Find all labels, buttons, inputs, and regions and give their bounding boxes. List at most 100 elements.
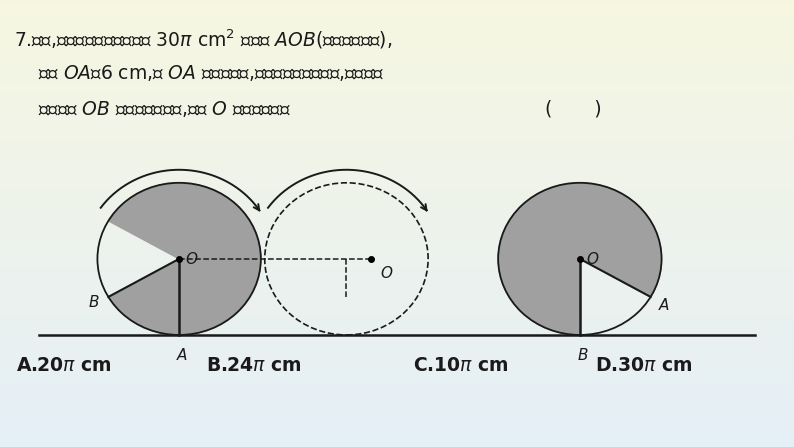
Bar — [0, 156, 794, 159]
Text: (       ): ( ) — [545, 100, 602, 118]
Bar — [0, 279, 794, 282]
Bar — [0, 107, 794, 110]
Bar — [0, 208, 794, 210]
Bar — [0, 335, 794, 337]
Bar — [0, 375, 794, 378]
Text: $O$: $O$ — [380, 265, 394, 281]
Bar — [0, 29, 794, 31]
Bar — [0, 230, 794, 232]
Bar — [0, 65, 794, 67]
Bar — [0, 206, 794, 208]
Bar — [0, 398, 794, 400]
Bar — [0, 168, 794, 170]
Bar — [0, 42, 794, 45]
Bar — [0, 9, 794, 11]
Bar — [0, 282, 794, 284]
Bar — [0, 210, 794, 212]
Text: 7.如图,水平地面上有一面积为 $30\pi$ cm$^2$ 的扇形 $AOB$(图中阴影部分),: 7.如图,水平地面上有一面积为 $30\pi$ cm$^2$ 的扇形 $AOB$… — [14, 27, 392, 51]
Bar — [0, 36, 794, 38]
Bar — [0, 416, 794, 418]
Bar — [0, 112, 794, 114]
Bar — [0, 246, 794, 248]
Bar — [0, 420, 794, 422]
Bar — [0, 266, 794, 268]
Bar — [0, 389, 794, 391]
Bar — [0, 114, 794, 116]
Bar — [0, 288, 794, 291]
Bar — [0, 407, 794, 409]
Bar — [0, 34, 794, 36]
Bar — [0, 188, 794, 190]
Bar — [0, 31, 794, 34]
Bar — [0, 141, 794, 143]
Text: A.20$\pi$ cm: A.20$\pi$ cm — [16, 356, 111, 375]
Bar — [0, 45, 794, 47]
Bar — [0, 431, 794, 434]
Bar — [0, 264, 794, 266]
Bar — [0, 311, 794, 313]
Bar — [0, 337, 794, 340]
Bar — [0, 387, 794, 389]
Bar — [0, 320, 794, 322]
Bar — [0, 56, 794, 58]
Bar — [0, 152, 794, 154]
Bar — [0, 322, 794, 324]
Bar — [0, 161, 794, 163]
Bar — [0, 51, 794, 54]
Bar — [0, 221, 794, 224]
Bar — [0, 393, 794, 396]
Bar — [0, 391, 794, 393]
Bar — [0, 342, 794, 344]
Bar — [0, 257, 794, 259]
Bar — [0, 203, 794, 206]
Bar — [0, 13, 794, 16]
Bar — [0, 259, 794, 261]
Bar — [0, 110, 794, 112]
Bar — [0, 228, 794, 230]
Bar — [0, 402, 794, 405]
Bar — [0, 67, 794, 69]
Bar — [0, 101, 794, 103]
Bar — [0, 130, 794, 132]
Bar — [0, 98, 794, 101]
Bar — [0, 60, 794, 63]
Bar — [0, 380, 794, 382]
Bar — [0, 54, 794, 56]
Bar — [0, 0, 794, 2]
Bar — [0, 384, 794, 387]
Bar — [0, 248, 794, 250]
Bar — [0, 315, 794, 317]
Bar — [0, 2, 794, 4]
Bar — [0, 197, 794, 199]
Bar — [0, 118, 794, 121]
Bar — [0, 344, 794, 346]
Bar — [0, 134, 794, 136]
Bar — [0, 329, 794, 331]
Bar — [0, 306, 794, 308]
Bar — [0, 219, 794, 221]
Bar — [0, 127, 794, 130]
Wedge shape — [108, 183, 260, 335]
Bar — [0, 346, 794, 349]
Bar — [0, 411, 794, 413]
Bar — [0, 136, 794, 139]
Text: $B$: $B$ — [577, 347, 588, 363]
Bar — [0, 27, 794, 29]
Bar — [0, 49, 794, 51]
Bar — [0, 76, 794, 78]
Wedge shape — [498, 183, 661, 335]
Bar — [0, 317, 794, 320]
Bar — [0, 103, 794, 105]
Bar — [0, 326, 794, 329]
Bar — [0, 270, 794, 273]
Bar — [0, 105, 794, 107]
Text: $O$: $O$ — [586, 251, 599, 267]
Bar — [0, 20, 794, 22]
Bar — [0, 364, 794, 367]
Bar — [0, 215, 794, 217]
Bar — [0, 434, 794, 436]
Text: $A$: $A$ — [658, 297, 671, 313]
Bar — [0, 190, 794, 192]
Bar — [0, 295, 794, 297]
Bar — [0, 165, 794, 168]
